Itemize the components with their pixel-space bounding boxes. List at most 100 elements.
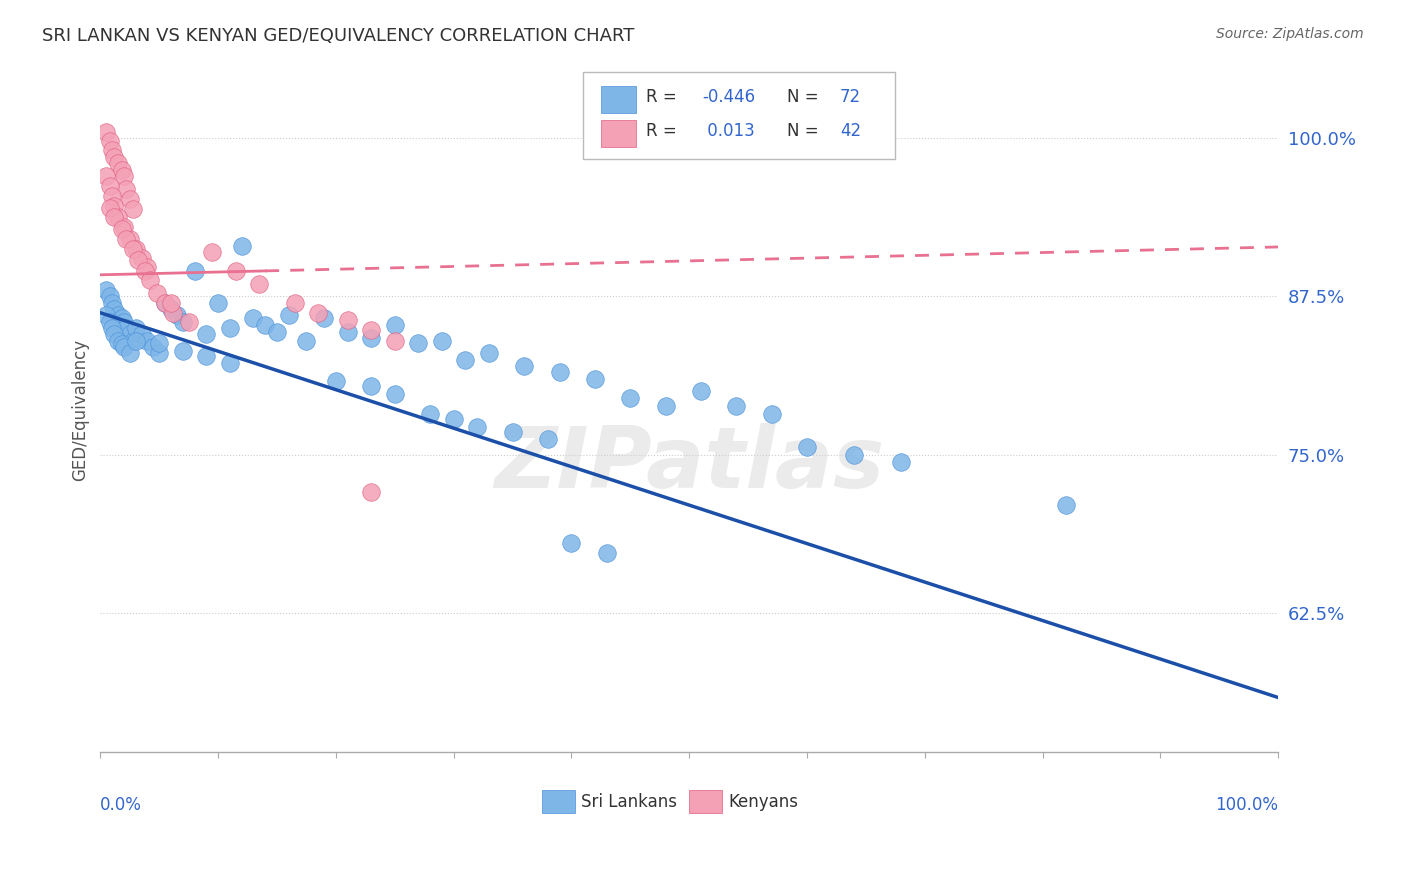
Point xyxy=(183,264,205,278)
Point xyxy=(118,192,141,206)
Point xyxy=(153,295,176,310)
Point xyxy=(110,310,132,325)
Text: -0.446: -0.446 xyxy=(702,88,755,106)
Point xyxy=(266,325,288,339)
Point xyxy=(166,308,188,322)
Bar xyxy=(600,86,637,113)
Point xyxy=(548,365,571,379)
Point xyxy=(295,334,318,348)
Point xyxy=(153,295,176,310)
Point xyxy=(115,232,138,246)
Point xyxy=(384,386,406,401)
Bar xyxy=(689,790,723,814)
Point xyxy=(110,222,132,236)
Point xyxy=(247,277,270,291)
Point xyxy=(177,315,200,329)
Point xyxy=(596,546,619,560)
Point xyxy=(465,419,488,434)
Point xyxy=(430,334,453,348)
Text: 100.0%: 100.0% xyxy=(1215,797,1278,814)
Point xyxy=(583,371,606,385)
Point xyxy=(560,536,582,550)
Point xyxy=(314,310,336,325)
Point xyxy=(107,156,129,170)
Point xyxy=(796,440,818,454)
Point xyxy=(148,336,170,351)
Point xyxy=(125,321,148,335)
Point xyxy=(134,264,156,278)
Point xyxy=(98,201,121,215)
Text: Source: ZipAtlas.com: Source: ZipAtlas.com xyxy=(1216,27,1364,41)
Point xyxy=(443,412,465,426)
Point xyxy=(384,334,406,348)
Bar xyxy=(600,120,637,147)
Point xyxy=(96,169,118,183)
Point xyxy=(131,327,153,342)
Point xyxy=(103,301,125,316)
Point xyxy=(118,346,141,360)
Point xyxy=(619,391,641,405)
Text: N =: N = xyxy=(787,122,824,140)
Point xyxy=(98,134,121,148)
Point xyxy=(127,252,149,267)
Point xyxy=(307,306,329,320)
Point xyxy=(96,308,118,322)
Point xyxy=(112,219,135,234)
Point xyxy=(125,334,148,348)
Point xyxy=(360,485,382,500)
Point xyxy=(131,252,153,266)
Point xyxy=(384,318,406,333)
Point xyxy=(336,313,359,327)
Point xyxy=(101,295,124,310)
Point xyxy=(160,301,183,316)
Point xyxy=(146,285,169,300)
Point xyxy=(107,308,129,322)
Point xyxy=(478,346,501,360)
Point xyxy=(195,327,218,342)
Point xyxy=(139,273,162,287)
Point xyxy=(207,295,229,310)
Point xyxy=(110,337,132,351)
Point xyxy=(277,308,299,322)
Text: 42: 42 xyxy=(839,122,860,140)
Point xyxy=(101,143,124,157)
Point xyxy=(360,324,382,338)
Point xyxy=(98,289,121,303)
Point xyxy=(172,315,194,329)
Point xyxy=(195,349,218,363)
Point xyxy=(690,384,713,399)
Point xyxy=(112,169,135,183)
Point xyxy=(101,321,124,335)
Point xyxy=(112,315,135,329)
Point xyxy=(408,336,430,351)
Point xyxy=(122,334,145,348)
Point xyxy=(201,245,224,260)
Point xyxy=(284,295,307,310)
Point xyxy=(103,150,125,164)
Text: N =: N = xyxy=(787,88,824,106)
Point xyxy=(107,334,129,348)
Point xyxy=(454,352,477,367)
Point xyxy=(115,182,138,196)
Point xyxy=(110,162,132,177)
Point xyxy=(654,400,676,414)
Point xyxy=(254,318,277,333)
Point xyxy=(242,310,264,325)
Point xyxy=(160,295,183,310)
Point xyxy=(890,455,912,469)
Point xyxy=(115,321,138,335)
Point xyxy=(118,327,141,342)
Text: SRI LANKAN VS KENYAN GED/EQUIVALENCY CORRELATION CHART: SRI LANKAN VS KENYAN GED/EQUIVALENCY COR… xyxy=(42,27,634,45)
Text: Sri Lankans: Sri Lankans xyxy=(581,793,676,811)
Point xyxy=(502,425,524,439)
Point xyxy=(225,264,247,278)
Text: Kenyans: Kenyans xyxy=(728,793,799,811)
Point xyxy=(419,407,441,421)
Point xyxy=(172,343,194,358)
Point xyxy=(219,356,242,370)
Point xyxy=(101,189,124,203)
Point xyxy=(148,346,170,360)
Point xyxy=(142,340,165,354)
Point xyxy=(325,374,347,388)
Point xyxy=(125,243,148,257)
